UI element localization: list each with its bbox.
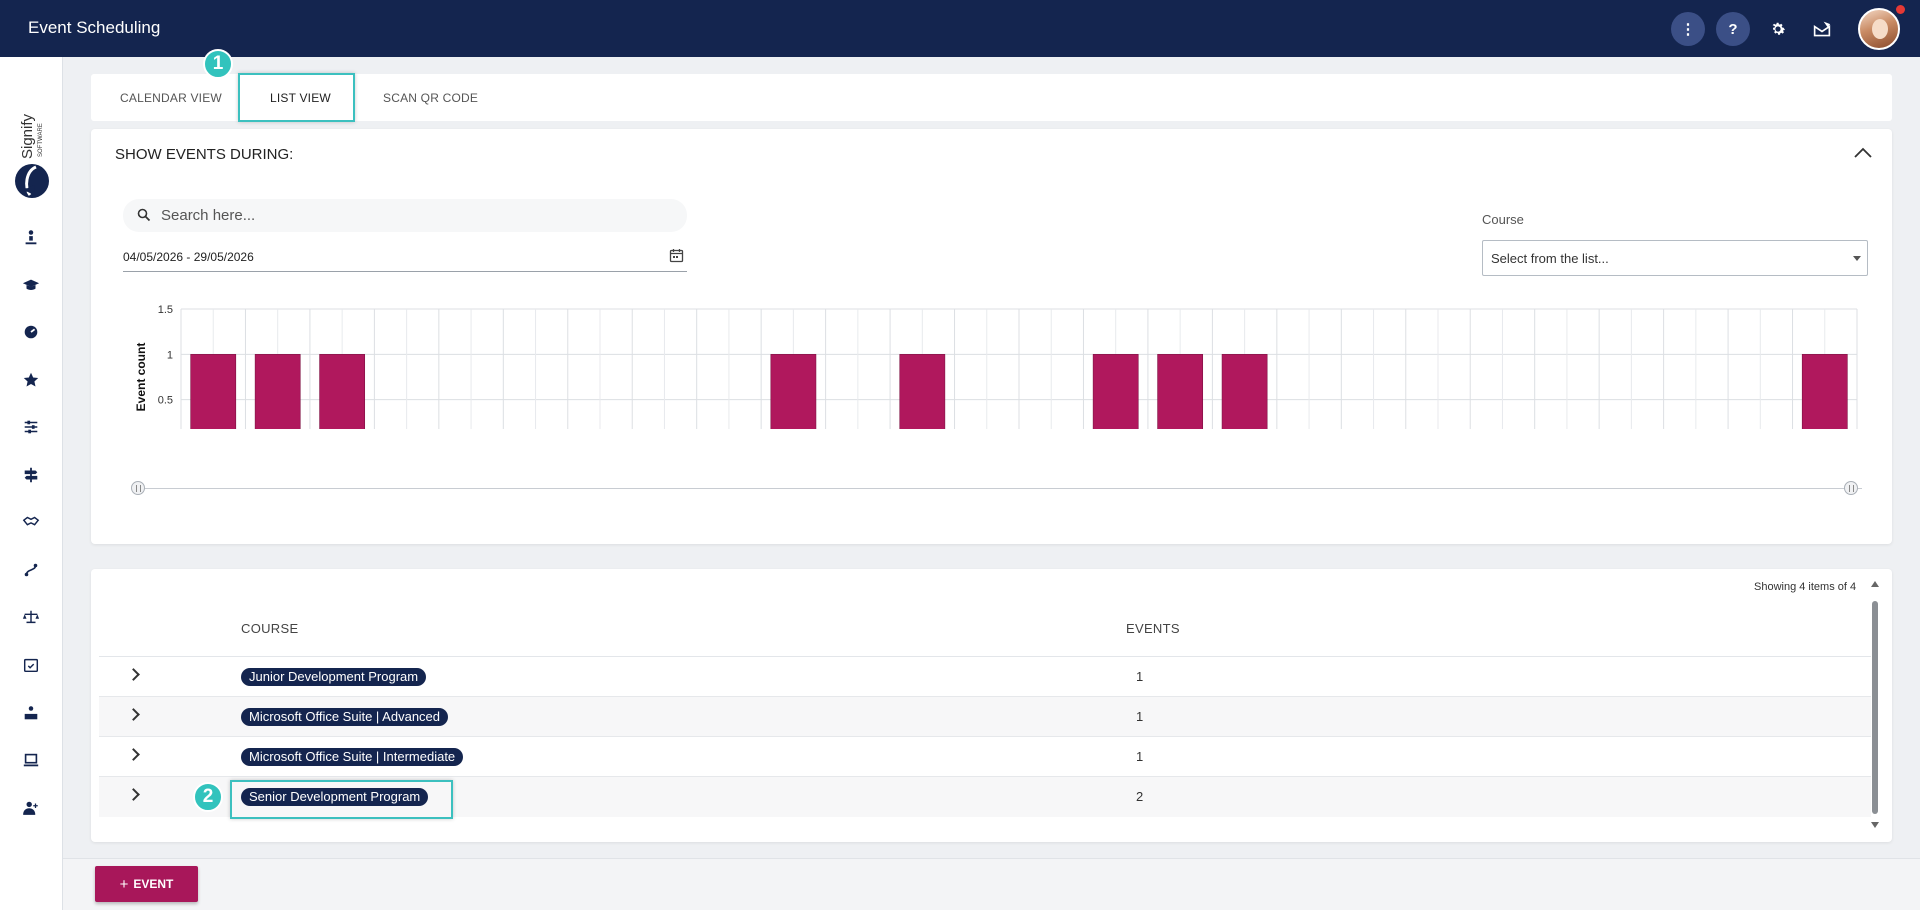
person-upload-icon[interactable] xyxy=(20,226,42,248)
scroll-down-arrow-icon[interactable] xyxy=(1871,822,1879,828)
scales-icon[interactable] xyxy=(20,606,42,628)
chart-bar xyxy=(254,354,301,429)
messages-icon[interactable] xyxy=(1809,16,1835,42)
y-tick-label: 0.5 xyxy=(158,395,173,407)
plus-icon: + xyxy=(119,875,129,893)
expand-chevron-icon[interactable] xyxy=(127,708,140,721)
top-bar: Event Scheduling ⋮ ? xyxy=(0,0,1920,57)
person-desk-icon[interactable] xyxy=(20,702,42,724)
chart-bar xyxy=(190,354,237,429)
step-badge-2: 2 xyxy=(193,782,223,812)
course-pill: Microsoft Office Suite | Advanced xyxy=(241,708,449,726)
chart-bar xyxy=(770,354,817,429)
chart-bar xyxy=(1801,354,1848,429)
chart-bar xyxy=(319,354,366,429)
chart-range-slider[interactable] xyxy=(140,488,1862,489)
step-badge-1: 1 xyxy=(203,49,233,79)
tab-list-view[interactable]: LIST VIEW xyxy=(270,90,331,105)
course-pill: Microsoft Office Suite | Intermediate xyxy=(241,748,464,766)
laptop-icon[interactable] xyxy=(20,749,42,771)
chart-bar xyxy=(1221,354,1268,429)
course-select[interactable]: Select from the list... xyxy=(1482,240,1868,276)
events-count: 1 xyxy=(1136,709,1144,724)
graduation-cap-icon[interactable] xyxy=(20,274,42,296)
course-label: Course xyxy=(1482,212,1524,227)
tab-scan-qr-code[interactable]: SCAN QR CODE xyxy=(383,90,479,105)
signify-logo[interactable]: Signify SOFTWARE xyxy=(12,87,52,199)
user-avatar[interactable] xyxy=(1858,8,1900,50)
sliders-icon[interactable] xyxy=(20,416,42,438)
slider-handle-left[interactable] xyxy=(131,481,145,495)
expand-chevron-icon[interactable] xyxy=(127,748,140,761)
settings-gear-icon[interactable] xyxy=(1765,16,1791,42)
add-event-label: EVENT xyxy=(133,877,174,891)
app-title: Event Scheduling xyxy=(28,18,161,37)
table-row[interactable]: Microsoft Office Suite | Intermediate 1 xyxy=(99,737,1871,777)
help-button[interactable]: ? xyxy=(1716,12,1750,46)
chart-bar xyxy=(1092,354,1139,429)
view-tabs: CALENDAR VIEW LIST VIEW SCAN QR CODE xyxy=(91,74,1892,121)
signpost-icon[interactable] xyxy=(20,464,42,486)
table-row[interactable]: Senior Development Program 2 xyxy=(99,777,1871,817)
panel-title: SHOW EVENTS DURING: xyxy=(115,146,294,163)
table-row[interactable]: Microsoft Office Suite | Advanced 1 xyxy=(99,697,1871,737)
step-highlight-senior-program xyxy=(230,780,453,819)
scrollbar-thumb[interactable] xyxy=(1872,601,1878,814)
calendar-icon[interactable] xyxy=(669,248,684,263)
course-select-value: Select from the list... xyxy=(1491,251,1609,266)
scroll-up-arrow-icon[interactable] xyxy=(1871,581,1879,587)
search-box xyxy=(123,199,687,232)
svg-text:Signify: Signify xyxy=(19,113,36,159)
expand-chevron-icon[interactable] xyxy=(127,668,140,681)
date-range-value: 04/05/2026 - 29/05/2026 xyxy=(123,250,254,264)
user-add-icon[interactable] xyxy=(20,797,42,819)
y-axis-label: Event count xyxy=(134,343,148,412)
course-events-table: Showing 4 items of 4 COURSE EVENTS Junio… xyxy=(91,569,1892,842)
tab-calendar-view[interactable]: CALENDAR VIEW xyxy=(120,90,222,105)
events-bar-chart: 00.511.504/05/202605/05/202606/05/202607… xyxy=(134,304,1858,429)
events-count: 1 xyxy=(1136,669,1144,684)
collapse-chevron-up-icon[interactable] xyxy=(1853,146,1873,160)
course-pill: Senior Development Program xyxy=(241,788,429,806)
table-row[interactable]: Junior Development Program 1 xyxy=(99,657,1871,697)
add-event-button[interactable]: + EVENT xyxy=(95,866,198,902)
calendar-check-icon[interactable] xyxy=(20,654,42,676)
footer-bar xyxy=(63,858,1920,910)
search-input[interactable] xyxy=(161,199,661,232)
column-header-course[interactable]: COURSE xyxy=(241,621,299,636)
gauge-icon[interactable] xyxy=(20,321,42,343)
slider-handle-right[interactable] xyxy=(1844,481,1858,495)
events-count: 1 xyxy=(1136,749,1144,764)
megaphone-icon[interactable] xyxy=(20,179,42,201)
chart-bar xyxy=(899,354,946,429)
route-icon[interactable] xyxy=(20,559,42,581)
expand-chevron-icon[interactable] xyxy=(127,788,140,801)
sidebar: Signify SOFTWARE xyxy=(0,57,63,910)
events-count: 2 xyxy=(1136,789,1144,804)
handshake-icon[interactable] xyxy=(20,511,42,533)
date-range-field[interactable]: 04/05/2026 - 29/05/2026 xyxy=(123,242,687,272)
y-tick-label: 1.5 xyxy=(158,304,173,316)
svg-text:SOFTWARE: SOFTWARE xyxy=(38,123,44,157)
y-tick-label: 1 xyxy=(167,349,173,361)
star-icon[interactable] xyxy=(20,369,42,391)
search-icon xyxy=(137,208,151,222)
column-header-events[interactable]: EVENTS xyxy=(1126,621,1180,636)
caret-down-icon xyxy=(1853,256,1861,261)
notification-dot xyxy=(1896,5,1905,14)
events-filter-panel: SHOW EVENTS DURING: 04/05/2026 - 29/05/2… xyxy=(91,129,1892,544)
more-options-button[interactable]: ⋮ xyxy=(1671,12,1705,46)
chart-bar xyxy=(1157,354,1204,429)
header-divider xyxy=(99,656,1871,657)
course-pill: Junior Development Program xyxy=(241,668,427,686)
items-count: Showing 4 items of 4 xyxy=(1754,581,1857,593)
step-highlight-list-view xyxy=(238,73,355,122)
